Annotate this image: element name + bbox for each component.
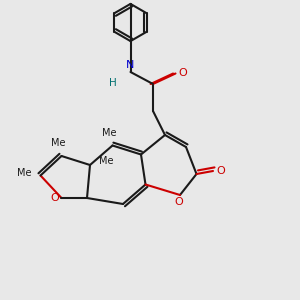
Text: Me: Me [102,128,117,138]
Text: O: O [174,196,183,207]
Text: O: O [50,193,59,203]
Text: O: O [178,68,188,79]
Text: H: H [109,77,116,88]
Text: Me: Me [51,137,66,148]
Text: Me: Me [17,167,31,178]
Text: O: O [216,166,225,176]
Text: Me: Me [99,155,114,166]
Text: N: N [126,60,135,70]
